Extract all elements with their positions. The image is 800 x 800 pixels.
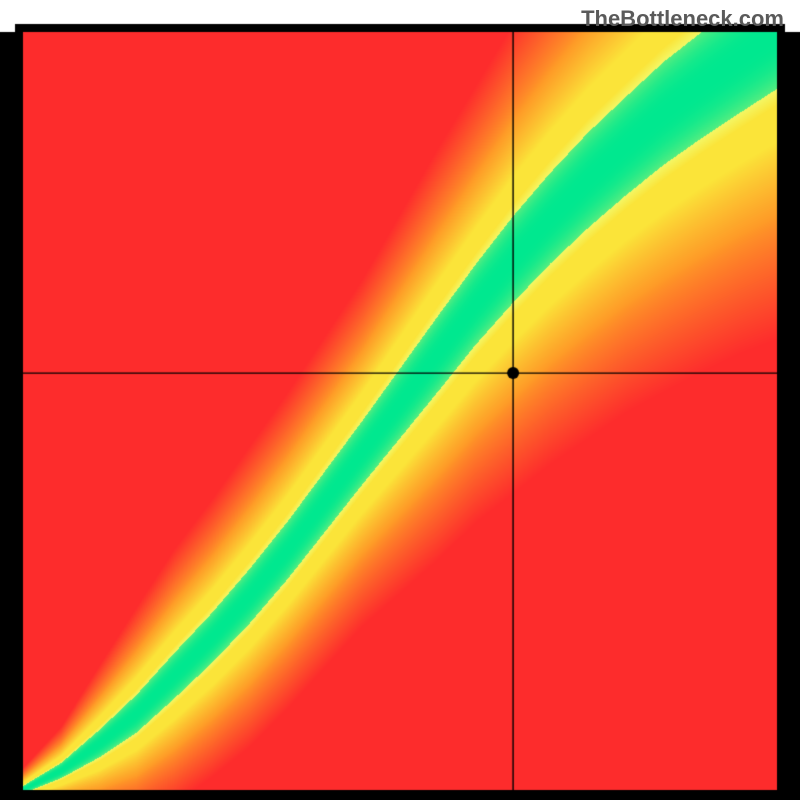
chart-container: TheBottleneck.com: [0, 0, 800, 800]
bottleneck-heatmap: [0, 0, 800, 800]
watermark-label: TheBottleneck.com: [581, 6, 784, 32]
